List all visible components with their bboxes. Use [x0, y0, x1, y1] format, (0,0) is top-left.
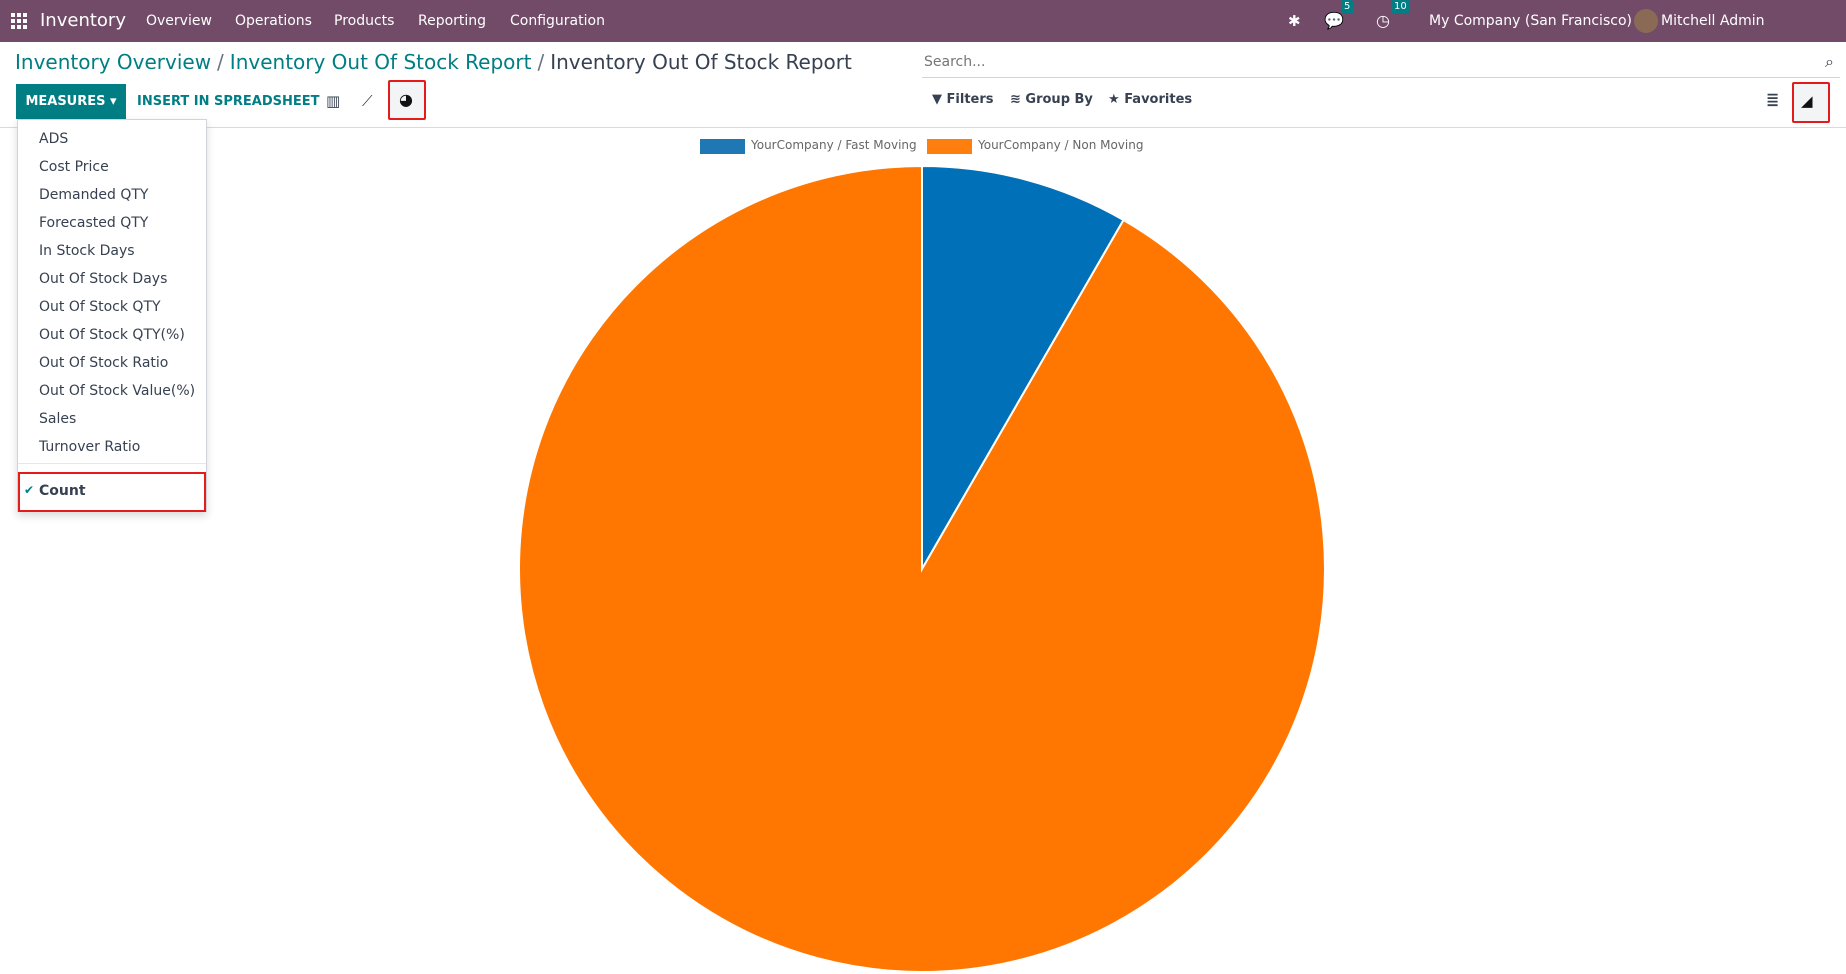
- pie-slice-yourcompany-non-moving[interactable]: [518, 164, 1326, 973]
- measure-item[interactable]: Out Of Stock Ratio: [39, 355, 169, 371]
- control-panel-divider: [0, 127, 1846, 128]
- measures-label: MEASURES: [25, 94, 106, 109]
- insert-in-spreadsheet-button[interactable]: INSERT IN SPREADSHEET: [137, 94, 320, 109]
- breadcrumb-inventory-overview[interactable]: Inventory Overview: [15, 50, 212, 74]
- menu-operations[interactable]: Operations: [235, 13, 312, 29]
- app-name[interactable]: Inventory: [40, 10, 126, 31]
- apps-menu-icon[interactable]: [11, 13, 27, 29]
- breadcrumb-current: Inventory Out Of Stock Report: [550, 50, 852, 74]
- company-switcher[interactable]: My Company (San Francisco): [1429, 13, 1632, 29]
- check-icon: ✔: [24, 483, 35, 497]
- graph-view-button[interactable]: [1792, 82, 1830, 123]
- group-by-button[interactable]: ≋ Group By: [1010, 92, 1093, 107]
- menu-divider: [18, 463, 206, 464]
- avatar[interactable]: [1634, 9, 1658, 33]
- measure-count-label: Count: [39, 483, 86, 499]
- activities-clock-icon[interactable]: ◷: [1376, 11, 1390, 30]
- activities-badge: 10: [1391, 0, 1410, 14]
- measure-item[interactable]: Out Of Stock Days: [39, 271, 168, 287]
- legend-item-non-moving[interactable]: YourCompany / Non Moving: [927, 138, 1144, 154]
- pie-chart-button[interactable]: [388, 80, 426, 120]
- messages-icon[interactable]: 💬: [1324, 11, 1344, 30]
- menu-overview[interactable]: Overview: [146, 13, 212, 29]
- measure-item-count[interactable]: ✔ Count: [18, 472, 206, 512]
- measure-item[interactable]: Out Of Stock Value(%): [39, 383, 196, 399]
- measures-button[interactable]: MEASURES ▾: [16, 84, 126, 119]
- measure-item[interactable]: ADS: [39, 131, 69, 147]
- measure-item[interactable]: Out Of Stock QTY(%): [39, 327, 185, 343]
- list-view-icon[interactable]: ≣: [1766, 90, 1780, 109]
- menu-reporting[interactable]: Reporting: [418, 13, 487, 29]
- area-chart-icon[interactable]: ◢: [1801, 92, 1813, 110]
- measure-item[interactable]: Out Of Stock QTY: [39, 299, 161, 315]
- pie-chart-icon[interactable]: ◕: [399, 90, 413, 109]
- search-input[interactable]: [922, 48, 1802, 76]
- favorites-button[interactable]: ★ Favorites: [1108, 92, 1193, 107]
- measure-item[interactable]: In Stock Days: [39, 243, 135, 259]
- legend-label: YourCompany / Fast Moving: [751, 138, 917, 152]
- menu-configuration[interactable]: Configuration: [510, 13, 605, 29]
- favorites-label: Favorites: [1124, 92, 1193, 107]
- measures-dropdown: ✔ Count ADS Cost Price Demanded QTY Forecas…: [17, 119, 207, 512]
- menu-products[interactable]: Products: [334, 13, 395, 29]
- top-navbar: Inventory Overview Operations Products R…: [0, 0, 1846, 71]
- pie-slice-yourcompany-fast-moving[interactable]: [921, 164, 1125, 573]
- group-by-label: Group By: [1025, 92, 1093, 107]
- legend-label: YourCompany / Non Moving: [978, 138, 1144, 152]
- measure-item[interactable]: Forecasted QTY: [39, 215, 149, 231]
- measure-item[interactable]: Turnover Ratio: [39, 439, 141, 455]
- debug-bug-icon[interactable]: ✱: [1288, 12, 1301, 30]
- filters-button[interactable]: ▼ Filters: [932, 92, 994, 107]
- legend-swatch: [700, 139, 745, 154]
- measure-item[interactable]: Demanded QTY: [39, 187, 149, 203]
- breadcrumb-out-of-stock-report[interactable]: Inventory Out Of Stock Report: [229, 50, 532, 74]
- messages-badge: 5: [1341, 0, 1354, 14]
- search-bar: ⌕: [922, 48, 1840, 78]
- measure-item[interactable]: Sales: [39, 411, 77, 427]
- line-chart-icon[interactable]: ⟋: [362, 92, 373, 110]
- legend-item-fast-moving[interactable]: YourCompany / Fast Moving: [700, 138, 917, 154]
- breadcrumb: Inventory Overview / Inventory Out Of Stoc…: [15, 50, 852, 74]
- search-icon[interactable]: ⌕: [1825, 52, 1834, 71]
- legend-swatch: [927, 139, 972, 154]
- filters-label: Filters: [946, 92, 994, 107]
- measure-item[interactable]: Cost Price: [39, 159, 109, 175]
- bar-chart-icon[interactable]: ▥: [326, 92, 341, 110]
